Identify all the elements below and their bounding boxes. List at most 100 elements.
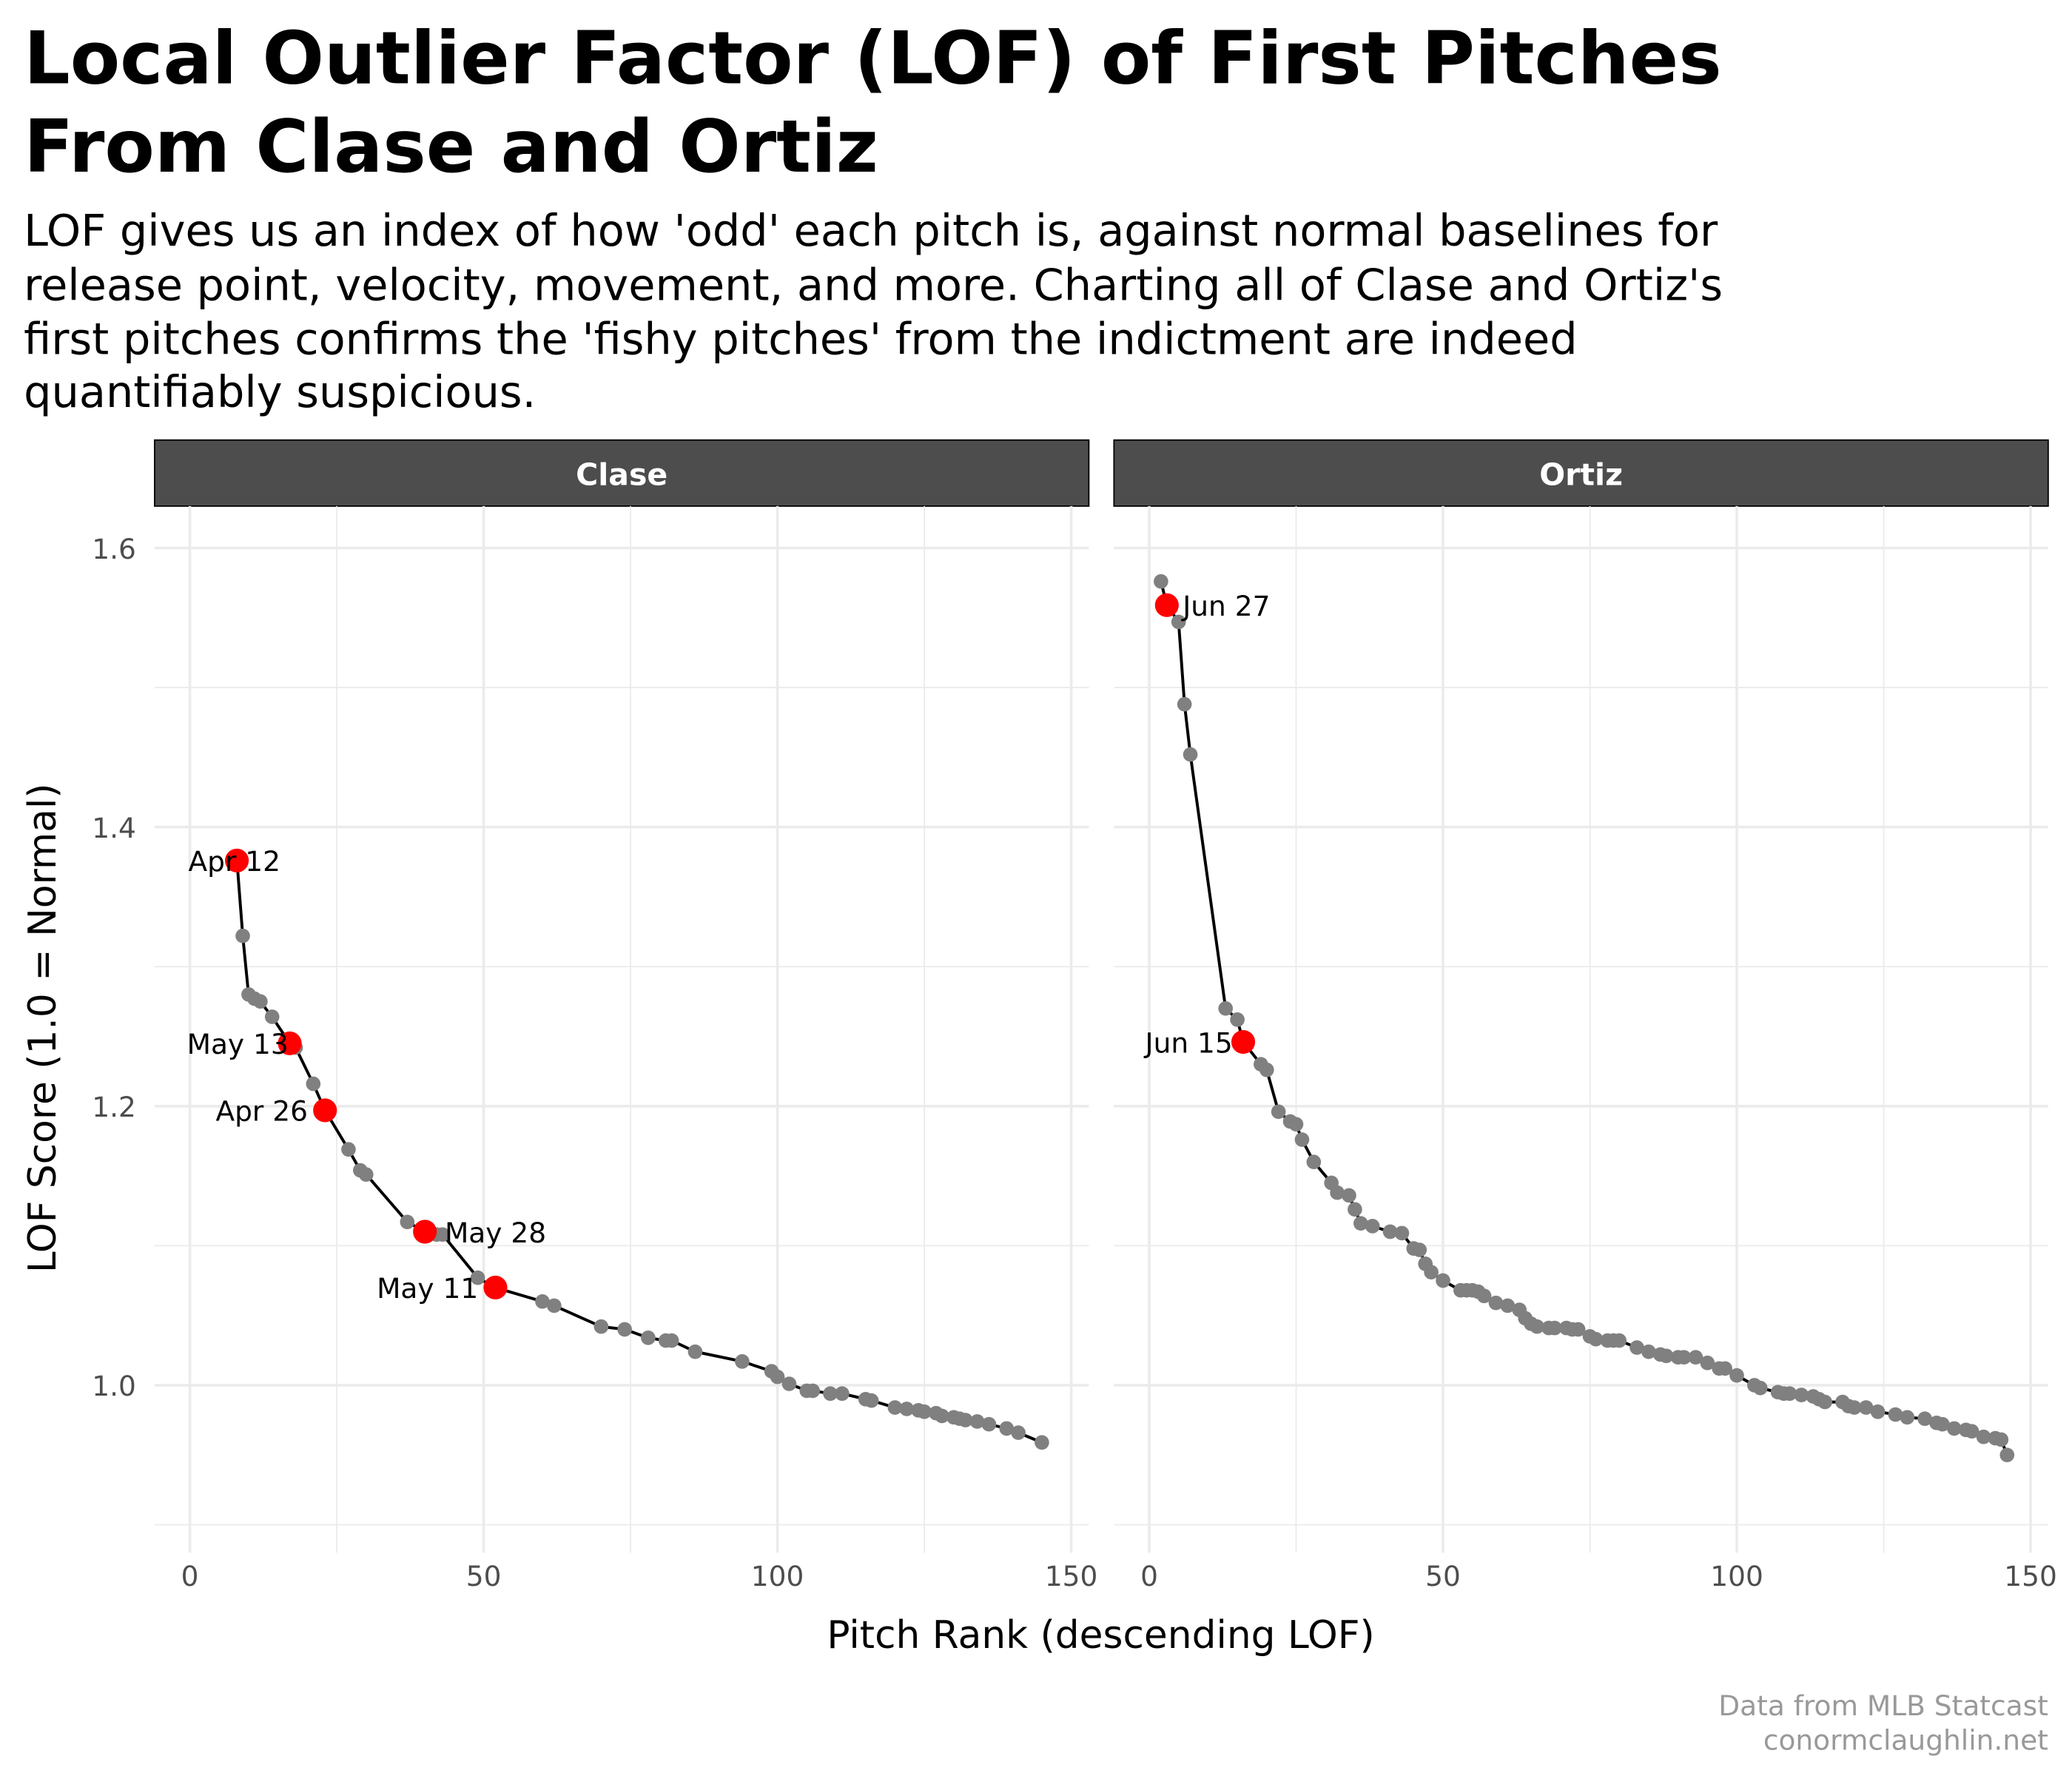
data-point [1794,1388,1809,1402]
data-point [958,1413,973,1427]
data-point [1641,1344,1656,1359]
data-point [1330,1185,1345,1200]
data-point [1476,1288,1492,1304]
data-point [1700,1355,1715,1370]
data-point [1500,1298,1516,1314]
data-point [1294,1132,1310,1147]
data-point [1588,1331,1604,1347]
data-point [687,1344,703,1359]
data-point [1259,1062,1274,1077]
data-point [1870,1404,1886,1419]
flagged-data-point [278,1031,302,1055]
facet-strip [1113,439,2049,507]
subtitle-line-1: LOF gives us an index of how 'odd' each … [24,205,1718,256]
panel-ortiz: Ortiz 0 50 100 150 Jun 27 Jun 15 [1113,439,2057,1592]
data-point [835,1386,850,1402]
data-point [805,1383,821,1399]
data-point [1752,1380,1768,1396]
x-tick-label: 100 [751,1560,804,1592]
data-point [1718,1361,1732,1376]
data-point [1935,1416,1950,1432]
data-point [1570,1322,1586,1337]
subtitle-line-4: quantifiably suspicious. [24,366,536,417]
flagged-data-point [1154,593,1179,617]
x-tick-label: 100 [1710,1560,1763,1592]
data-point [1817,1394,1832,1410]
x-tick-label: 150 [1045,1560,1098,1592]
data-point [341,1142,356,1157]
flagged-data-point [225,848,249,872]
data-point [235,928,250,944]
data-point [470,1270,485,1285]
chart-title-line-1: Local Outlier Factor (LOF) of First Pitc… [24,17,1722,101]
data-point [781,1376,797,1391]
data-point [1424,1265,1439,1280]
data-point [1171,614,1186,630]
data-point [981,1416,997,1432]
facet-strip-label: Ortiz [1539,457,1623,492]
y-tick-label: 1.4 [92,812,136,844]
data-point [1994,1432,2009,1447]
facet-strip [154,439,1090,507]
flagged-data-point [1231,1029,1256,1054]
data-point [1394,1225,1410,1241]
y-tick-label: 1.0 [92,1370,136,1402]
chart-title-line-2: From Clase and Ortiz [24,105,878,189]
flagged-point-label: Apr 26 [215,1095,308,1128]
data-point [1412,1242,1427,1257]
data-point [1964,1424,1980,1439]
data-point [1729,1368,1744,1383]
flagged-point-label: May 28 [445,1217,546,1249]
data-point [1218,1000,1234,1016]
data-point [935,1408,949,1424]
data-point [1436,1273,1450,1288]
data-point [823,1386,838,1402]
data-point [1288,1117,1304,1132]
data-point [1858,1400,1874,1415]
x-tick-label: 50 [466,1560,502,1592]
flagged-point-label: May 13 [187,1028,289,1060]
facet-panels: Clase 0 50 100 150 1.0 1.2 1.4 1.6 Apr 12 May 13 Ap… [92,439,2057,1592]
data-point [1530,1319,1544,1334]
data-point [1011,1425,1026,1440]
data-point [1658,1348,1674,1364]
data-point [1976,1429,1991,1444]
data-point [535,1294,550,1309]
data-point [641,1330,656,1345]
x-axis-title: Pitch Rank (descending LOF) [827,1613,1374,1658]
data-point [1999,1447,2015,1463]
facet-strip-label: Clase [576,457,667,492]
data-point [1353,1216,1368,1231]
data-point [1847,1400,1862,1415]
data-point [770,1369,785,1385]
flagged-data-point [413,1220,437,1244]
data-point [400,1214,415,1230]
data-point [1782,1386,1797,1402]
data-point [593,1319,609,1334]
data-point [1230,1012,1245,1027]
caption-site: conormclaughlin.net [1763,1723,2048,1756]
data-point [1342,1188,1356,1203]
data-point [1154,574,1168,589]
flagged-data-point [313,1098,337,1123]
data-point [1382,1224,1398,1240]
data-point [1946,1421,1962,1436]
flagged-data-point [483,1275,508,1299]
data-point [1177,696,1192,712]
data-point [1271,1104,1286,1120]
y-axis-title: LOF Score (1.0 = Normal) [21,783,65,1273]
flagged-point-label: Jun 15 [1144,1026,1233,1059]
data-point [617,1322,632,1337]
data-point [1676,1350,1692,1365]
flagged-point-label: Jun 27 [1181,590,1270,622]
y-tick-label: 1.6 [92,533,136,565]
subtitle-line-3: first pitches confirms the 'fishy pitche… [24,314,1578,365]
caption-source: Data from MLB Statcast [1718,1689,2048,1722]
data-point [1612,1333,1627,1348]
subtitle-line-2: release point, velocity, movement, and m… [24,259,1723,310]
data-point [358,1167,374,1183]
x-tick-label: 150 [2004,1560,2057,1592]
data-point [999,1421,1015,1436]
data-point [917,1404,932,1419]
